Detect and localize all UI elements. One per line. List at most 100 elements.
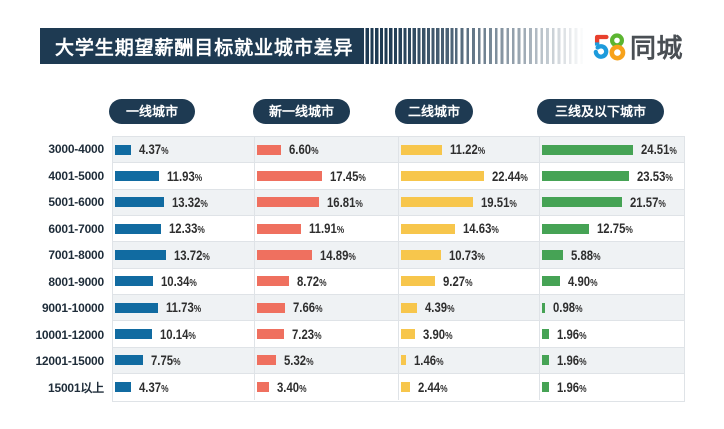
bar-cell: 4.37% <box>113 374 254 400</box>
bar-value-label: 11.93% <box>167 169 202 184</box>
bar-value-number: 1.96 <box>556 379 579 395</box>
bar-value-number: 12.75 <box>597 221 626 237</box>
percent-sign: % <box>336 225 345 237</box>
bar <box>256 250 312 261</box>
bar-cell: 4.39% <box>398 295 539 321</box>
bar-value-number: 6.60 <box>289 142 312 158</box>
bar-cell: 23.53% <box>539 163 684 189</box>
bar <box>541 382 549 393</box>
bar-cell: 1.96% <box>539 321 684 347</box>
bar-cell: 17.45% <box>254 163 398 189</box>
percent-sign: % <box>578 356 587 368</box>
percent-sign: % <box>520 172 529 184</box>
bar-value-label: 4.37% <box>139 142 169 157</box>
bar-value-label: 12.33% <box>169 221 205 236</box>
bar-value-number: 5.88 <box>571 247 594 263</box>
bar <box>541 355 549 366</box>
legend-pill-tier1: 一线城市 <box>109 99 195 124</box>
percent-sign: % <box>306 356 314 368</box>
percent-sign: % <box>575 304 583 316</box>
bar-cell: 7.75% <box>113 348 254 373</box>
bar-value-number: 8.72 <box>297 273 320 289</box>
bar-value-number: 7.75 <box>151 352 174 368</box>
bar <box>400 329 415 340</box>
percent-sign: % <box>465 277 473 289</box>
bar-value-number: 4.90 <box>567 273 590 289</box>
bar-value-label: 2.44% <box>418 380 448 395</box>
bar-value-number: 1.46 <box>413 352 436 368</box>
percent-sign: % <box>669 146 677 158</box>
bar <box>114 302 159 313</box>
legend-pill-tier2: 二线城市 <box>395 99 473 124</box>
bar <box>114 276 154 287</box>
bar-value-label: 4.90% <box>568 274 598 289</box>
bar-value-label: 11.91% <box>309 221 344 236</box>
bar-value-number: 3.40 <box>277 379 300 395</box>
bar <box>541 276 560 287</box>
percent-sign: % <box>194 172 203 184</box>
bar-value-number: 11.93 <box>167 168 195 184</box>
bar-cell: 6.60% <box>254 137 398 163</box>
bar-value-number: 14.63 <box>463 221 492 237</box>
bar-value-number: 3.90 <box>423 326 446 342</box>
bar-cell: 9.27% <box>398 268 539 295</box>
bar-cell: 22.44% <box>398 163 539 189</box>
table-row: 13.72% 14.89% 10.73% 5.88% <box>113 242 684 269</box>
bar-value-label: 24.51% <box>641 142 677 157</box>
row-labels-column: 3000-4000 4001-5000 5001-6000 6001-7000 7001… <box>0 136 104 401</box>
bar-value-number: 4.39 <box>424 300 447 316</box>
row-label: 5001-6000 <box>48 195 104 209</box>
bar-value-number: 11.73 <box>166 300 195 316</box>
bar-value-number: 2.44 <box>417 379 440 395</box>
bar-value-number: 24.51 <box>640 142 670 158</box>
bar <box>256 329 284 340</box>
bar <box>256 302 286 313</box>
table-row: 11.93% 17.45% 22.44% 23.53% <box>113 163 684 190</box>
legend-pill-tier3-below: 三线及以下城市 <box>537 99 664 124</box>
bar-value-number: 7.66 <box>293 300 316 316</box>
bar-cell: 12.33% <box>113 216 254 241</box>
page-title: 大学生期望薪酬目标就业城市差异 <box>55 37 354 59</box>
bar-value-number: 13.32 <box>172 194 201 210</box>
bar-value-label: 3.90% <box>423 327 453 342</box>
bar-cell: 10.73% <box>398 242 539 268</box>
bar-value-number: 10.14 <box>160 326 189 342</box>
bar-value-number: 1.96 <box>556 352 579 368</box>
percent-sign: % <box>355 198 364 210</box>
bar-value-label: 12.75% <box>597 221 633 236</box>
row-label: 12001-15000 <box>35 354 104 368</box>
bar-value-label: 7.23% <box>292 327 322 342</box>
bar-cell: 0.98% <box>539 295 684 321</box>
bar <box>400 250 441 261</box>
percent-sign: % <box>658 198 666 210</box>
bar <box>400 355 406 366</box>
percent-sign: % <box>445 330 453 342</box>
percent-sign: % <box>194 304 202 316</box>
percent-sign: % <box>200 198 209 210</box>
bar-value-label: 11.73% <box>166 300 201 315</box>
bar <box>541 302 546 313</box>
percent-sign: % <box>202 251 210 263</box>
percent-sign: % <box>160 383 169 395</box>
bar-cell: 14.89% <box>254 242 398 268</box>
row-label: 4001-5000 <box>48 168 104 183</box>
bar-cell: 7.66% <box>254 295 398 321</box>
bar-value-number: 16.81 <box>327 194 356 210</box>
bar-value-number: 4.37 <box>138 379 161 395</box>
percent-sign: % <box>319 277 327 289</box>
bar-cell: 3.90% <box>398 321 539 347</box>
legend-pill-new-tier1: 新一线城市 <box>253 99 350 124</box>
bar-value-label: 5.88% <box>571 248 601 263</box>
percent-sign: % <box>315 304 323 316</box>
percent-sign: % <box>593 251 601 263</box>
bar <box>256 355 277 366</box>
bar-value-number: 14.89 <box>320 247 349 263</box>
percent-sign: % <box>509 198 518 210</box>
percent-sign: % <box>476 251 485 263</box>
row-label: 6001-7000 <box>48 221 104 236</box>
bar-value-number: 23.53 <box>637 168 666 184</box>
bar <box>541 171 630 182</box>
bar-value-number: 7.23 <box>291 326 314 342</box>
table-row: 12.33% 11.91% 14.63% 12.75% <box>113 216 684 243</box>
